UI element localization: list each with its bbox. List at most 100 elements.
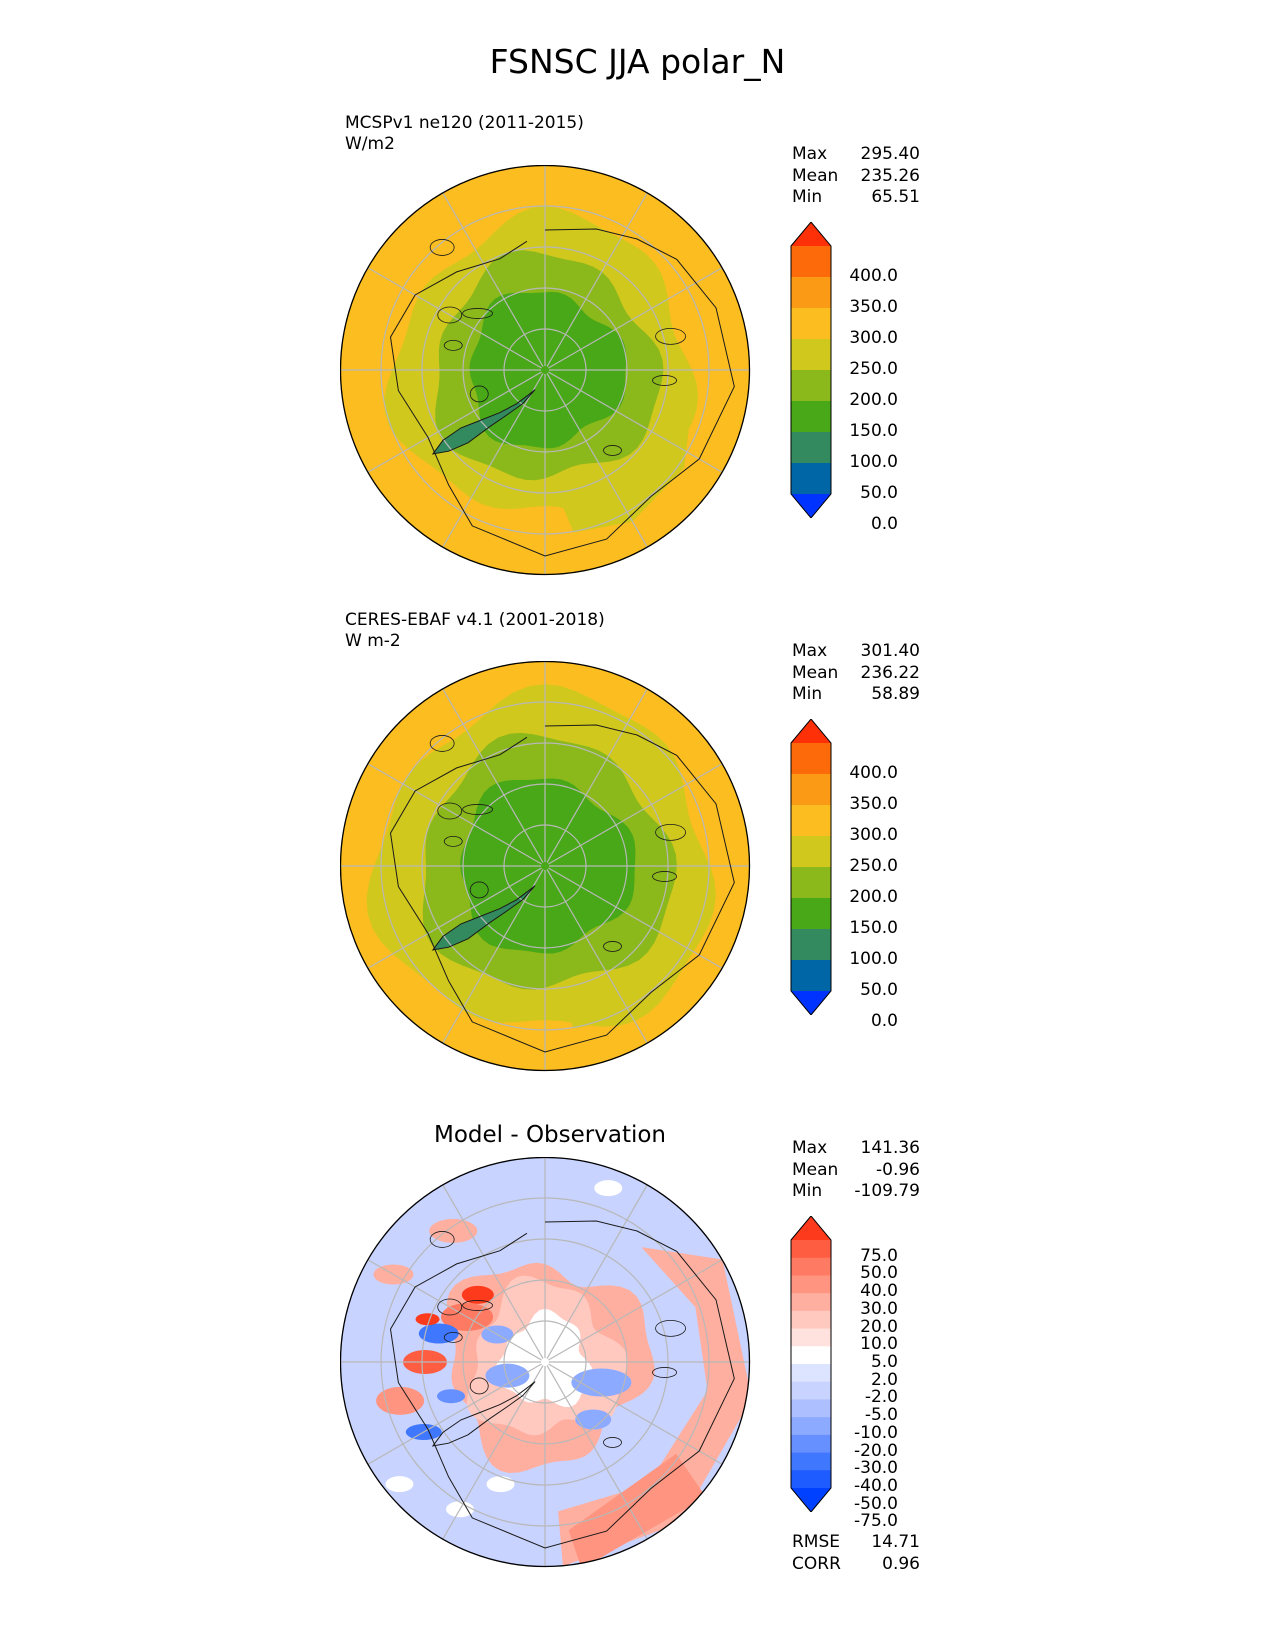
coastline-island xyxy=(437,306,463,324)
coastline-greenland xyxy=(431,389,536,455)
colorbar-segment xyxy=(791,1381,831,1400)
panel3-metric-rmse: RMSE 14.71 xyxy=(792,1532,920,1554)
field-greenland-50-100 xyxy=(432,389,536,454)
metric-label: RMSE xyxy=(792,1532,841,1552)
coastline-island xyxy=(469,1377,489,1395)
coastline-island xyxy=(655,327,686,345)
coastline-island xyxy=(429,239,455,256)
stat-label: Min xyxy=(792,684,823,704)
coastline-island xyxy=(603,941,622,952)
coastline-island xyxy=(652,375,677,386)
coastline-island xyxy=(429,1231,455,1248)
panel1-stats: Max 295.40 Mean 235.26 Min 65.51 xyxy=(792,144,920,209)
colorbar-tick-label: 350.0 xyxy=(849,794,898,814)
colorbar-segment xyxy=(791,246,831,278)
colorbar-tick-label: 75.0 xyxy=(860,1245,898,1266)
stat-label: Min xyxy=(792,1181,823,1201)
panel3-stats: Max 141.36 Mean -0.96 Min -109.79 xyxy=(792,1138,920,1203)
coastline xyxy=(389,1220,735,1549)
stat-value: 236.22 xyxy=(860,662,920,683)
colorbar-segment xyxy=(791,867,831,899)
meridian-line xyxy=(548,867,723,970)
coastline-island xyxy=(437,1298,463,1316)
colorbar-extend-max xyxy=(791,719,831,743)
field-diff-near-zero-patch xyxy=(385,1476,414,1493)
stat-value: 58.89 xyxy=(871,684,920,704)
colorbar-tick-label: 100.0 xyxy=(849,949,898,969)
colorbar-segment xyxy=(791,308,831,340)
coastline-island xyxy=(443,836,463,847)
colorbar-tick-label: -5.0 xyxy=(864,1405,898,1426)
colorbar-tick-label: 2.0 xyxy=(870,1369,898,1390)
panel2-label: CERES-EBAF v4.1 (2001-2018) W m-2 xyxy=(345,610,605,652)
coastline-island xyxy=(429,735,455,752)
colorbar-tick-label: 300.0 xyxy=(849,328,898,348)
panel2-obs-name: CERES-EBAF v4.1 (2001-2018) xyxy=(345,610,605,630)
colorbar-tick-label: -40.0 xyxy=(854,1476,898,1496)
colorbar-tick-label: -75.0 xyxy=(854,1511,898,1532)
colorbar-extend-max xyxy=(791,1216,831,1240)
colorbar-tick-label: 400.0 xyxy=(849,763,898,783)
colorbar-tick-label: -2.0 xyxy=(864,1387,898,1408)
map-boundary xyxy=(340,661,751,1072)
meridian-line xyxy=(548,762,723,865)
colorbar-tick-label: 50.0 xyxy=(860,483,898,503)
metric-label: CORR xyxy=(792,1553,841,1574)
colorbar-segment xyxy=(791,463,831,495)
stat-value: 235.26 xyxy=(860,165,920,186)
colorbar-segment xyxy=(791,898,831,930)
panel3-metric-corr: CORR 0.96 xyxy=(792,1554,920,1576)
colorbar-segment xyxy=(791,1293,831,1312)
stat-label: Mean xyxy=(792,662,839,683)
colorbar-tick-label: -50.0 xyxy=(854,1493,898,1514)
colorbar-tick-label: 150.0 xyxy=(849,421,898,441)
colorbar-extend-min xyxy=(791,494,831,518)
coastline-island xyxy=(437,802,463,820)
colorbar-segment xyxy=(791,1364,831,1383)
colorbar-segment xyxy=(791,743,831,775)
panel1-stat-min: Min 65.51 xyxy=(792,187,920,209)
meridian-line xyxy=(441,1365,544,1540)
coastline-island xyxy=(652,871,677,882)
field-diff-positive-strong xyxy=(461,1285,494,1304)
colorbar-extend-min xyxy=(791,1488,831,1512)
colorbar-tick-label: 40.0 xyxy=(860,1281,898,1302)
coastline-greenland xyxy=(431,885,536,951)
map-boundary xyxy=(340,165,751,576)
colorbar-segment xyxy=(791,432,831,464)
panel2-colorbar-ticks: 400.0 350.0 300.0 250.0 200.0 150.0 100.0 50.0 0… xyxy=(782,719,902,1030)
stat-label: Min xyxy=(792,187,823,207)
coastline-island xyxy=(462,1300,493,1311)
colorbar-tick-label: 10.0 xyxy=(860,1334,898,1355)
panel1-units: W/m2 xyxy=(345,134,395,154)
colorbar-tick-label: -30.0 xyxy=(854,1458,898,1479)
panel3-colorbar-ticks: 75.0 50.0 40.0 30.0 20.0 10.0 5.0 2.0 -2.0 -5.0 -1… xyxy=(782,1216,902,1530)
field-diff-positive-strong xyxy=(415,1313,440,1326)
field-diff-negative-patch xyxy=(575,1409,612,1430)
panel3-map-content xyxy=(340,1157,750,1567)
panel2-polar-map xyxy=(340,661,751,1072)
metric-value: 14.71 xyxy=(871,1532,920,1552)
colorbar-tick-label: 30.0 xyxy=(860,1298,898,1319)
stat-value: -0.96 xyxy=(876,1159,920,1180)
map-boundary xyxy=(340,1157,751,1568)
meridian-line xyxy=(441,688,544,863)
colorbar-segment xyxy=(791,774,831,806)
panel1-colorbar xyxy=(790,222,832,518)
coastline-island xyxy=(652,1367,677,1378)
metric-value: 0.96 xyxy=(882,1553,920,1574)
meridian-line xyxy=(546,1365,649,1540)
colorbar-tick-label: 150.0 xyxy=(849,918,898,938)
coastline-island xyxy=(443,1332,463,1343)
colorbar-tick-label: 200.0 xyxy=(849,887,898,907)
panel1-model-name: MCSPv1 ne120 (2011-2015) xyxy=(345,113,584,133)
meridian-line xyxy=(548,371,723,474)
panel1-map-content xyxy=(340,165,750,575)
coastline-island xyxy=(603,1437,622,1448)
meridian-line xyxy=(367,266,542,369)
panel1-polar-map xyxy=(340,165,751,576)
coastline-island xyxy=(469,385,489,403)
panel3-title: Model - Observation xyxy=(433,1122,667,1148)
coastline-island xyxy=(462,308,493,319)
colorbar-segment xyxy=(791,1417,831,1436)
